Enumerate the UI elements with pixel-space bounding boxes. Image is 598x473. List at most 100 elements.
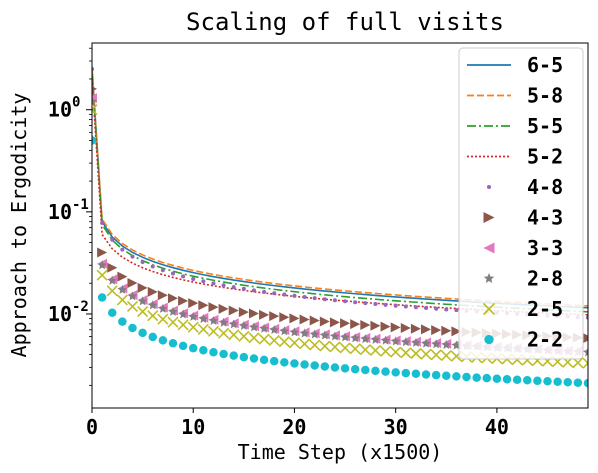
data-point-2-5 [116,294,128,306]
data-point-4-8 [373,302,378,307]
data-point-2-2 [361,365,370,375]
data-point-2-2 [239,352,249,362]
data-point-4-3 [340,318,351,329]
data-point-4-8 [251,288,256,293]
data-point-2-2 [502,375,512,384]
data-point-2-2 [290,359,299,368]
data-point-2-8 [320,330,330,340]
data-point-4-3 [167,293,178,304]
data-point-4-3 [309,315,320,326]
data-point-2-2 [219,349,228,359]
data-point-2-8 [421,338,431,348]
data-point-2-2 [583,378,588,388]
legend: 6-5 5-8 5-5 5-2 4-8 4-3 3-3 2-8 2-5 2-2 [458,47,584,360]
data-point-2-2 [300,360,309,369]
data-point-2-5 [268,334,280,347]
data-point-2-8 [97,260,107,270]
data-point-4-8 [444,307,449,312]
data-point-2-2 [178,341,188,351]
data-point-2-8 [168,306,178,316]
legend-swatch-2-2 [484,334,494,345]
data-point-4-8 [403,304,408,309]
data-point-4-3 [107,262,118,273]
data-point-4-8 [302,294,307,300]
data-point-4-8 [130,254,135,259]
data-point-2-5 [299,338,311,350]
data-point-2-2 [138,328,147,338]
data-point-4-8 [272,291,277,296]
data-point-2-8 [269,324,279,335]
data-point-4-3 [421,324,432,335]
x-tick-label: 20 [282,415,306,439]
data-point-4-8 [454,308,459,313]
data-point-2-2 [118,317,127,326]
legend-label: 5-5 [527,114,563,138]
data-point-2-5 [106,285,118,297]
data-point-2-2 [421,370,431,379]
data-point-4-3 [431,325,442,336]
data-point-2-5 [319,340,331,352]
data-point-2-8 [92,96,97,106]
data-point-4-3 [228,305,239,316]
data-point-2-2 [148,332,157,342]
data-point-2-2 [391,368,400,377]
data-point-4-8 [262,289,267,294]
data-point-4-8 [160,268,165,273]
data-point-2-5 [167,316,179,328]
data-point-4-3 [259,309,270,320]
y-axis-label: Approach to Ergodicity [7,93,31,358]
data-point-2-2 [188,343,198,353]
data-point-2-5 [420,348,432,360]
data-point-2-8 [401,337,411,347]
data-point-2-2 [320,362,330,371]
data-point-2-2 [340,364,350,373]
data-point-4-3 [198,300,209,311]
data-point-4-8 [343,299,348,304]
data-point-2-5 [157,313,169,325]
data-point-4-8 [120,247,125,252]
data-point-4-3 [208,302,219,313]
data-point-4-8 [92,67,95,72]
data-point-2-5 [218,327,230,339]
data-point-2-5 [410,347,422,360]
data-point-2-8 [259,323,269,333]
legend-swatch-3-3 [483,242,495,254]
data-point-4-8 [312,296,317,301]
x-tick-label: 10 [181,415,205,439]
data-point-2-5 [248,332,260,344]
data-point-2-8 [330,331,340,341]
legend-label: 4-8 [527,175,563,199]
data-point-2-8 [299,328,310,338]
data-point-2-8 [158,303,168,313]
data-point-2-8 [340,332,350,342]
x-axis-label: Time Step (x1500) [238,440,443,464]
legend-swatch-4-3 [483,212,495,223]
y-tick-exponent: -2 [72,299,89,315]
legend-label: 3-3 [527,236,563,260]
data-point-2-5 [349,343,361,355]
data-point-2-5 [187,321,199,333]
data-point-4-8 [282,292,287,297]
legend-label: 4-3 [527,206,563,230]
legend-swatch-2-8 [483,273,495,283]
data-point-2-8 [583,347,588,357]
data-point-2-5 [339,342,351,354]
data-point-2-5 [92,104,98,116]
data-point-4-8 [383,302,388,307]
data-point-2-2 [563,378,573,387]
data-point-4-3 [451,326,462,337]
data-point-2-8 [390,336,401,346]
data-point-2-5 [359,344,371,356]
data-point-4-8 [100,220,105,225]
data-point-4-8 [191,276,196,281]
data-point-4-3 [157,290,168,301]
data-point-2-5 [278,336,290,348]
data-point-2-2 [553,377,562,387]
series-line-5-5 [92,74,588,313]
y-tick-label: 10 [48,98,72,122]
data-point-2-8 [249,322,259,332]
data-point-2-2 [431,370,441,380]
data-point-2-2 [168,339,178,348]
data-point-2-5 [258,333,270,345]
data-point-4-8 [585,315,588,320]
